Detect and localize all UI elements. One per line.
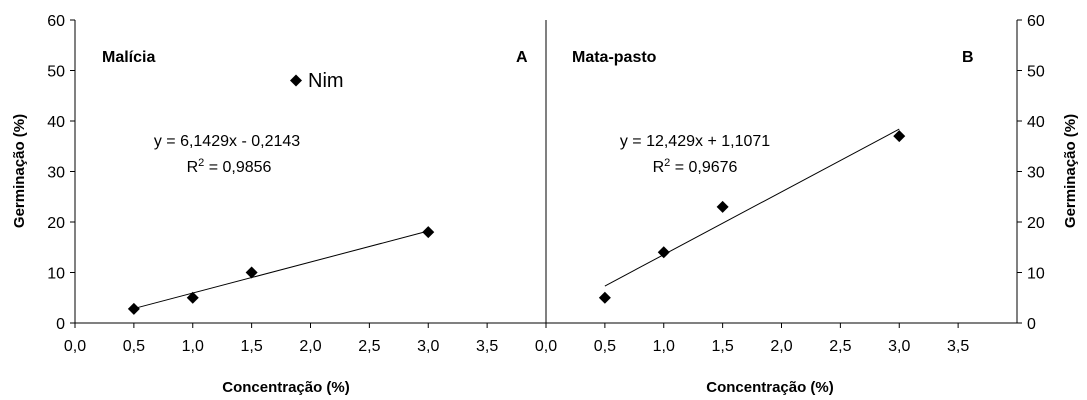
panel-b-x-tick-label: 2,0 [770, 338, 792, 355]
panel-a-y-tick-label: 60 [47, 13, 65, 30]
panel-a-data-point [127, 302, 140, 315]
panel-a-r2: R2 = 0,9856 [187, 157, 272, 176]
panel-a-data-point [186, 291, 199, 304]
panel-a-x-tick-label: 3,5 [476, 338, 498, 355]
panel-b-r2-value: = 0,9676 [670, 159, 737, 176]
panel-b-data-point [598, 291, 611, 304]
panel-b-y-tick-label: 50 [1027, 64, 1045, 81]
panel-b-x-tick-label: 1,0 [653, 338, 675, 355]
panel-b-data-point [893, 130, 906, 143]
panel-b-y-axis-title: Germinação (%) [1062, 114, 1079, 228]
panel-b-trendline [604, 128, 900, 287]
panel-b-letter: B [962, 49, 974, 66]
panel-a-y-tick-label: 50 [47, 64, 65, 81]
panel-b-r2: R2 = 0,9676 [653, 157, 738, 176]
panel-b-r2-exponent: 2 [664, 157, 670, 169]
panel-a-y-axis-title: Germinação (%) [11, 114, 28, 228]
panel-a-x-tick-label: 2,0 [299, 338, 321, 355]
panel-a-y-tick-label: 0 [56, 316, 65, 333]
panel-a-trendline [133, 230, 429, 310]
panel-a-data-point [422, 226, 435, 239]
panel-a-r2-prefix: R [187, 159, 199, 176]
panel-b-data-point [716, 200, 729, 213]
panel-a-x-tick-label: 1,0 [182, 338, 204, 355]
panel-a-letter: A [516, 49, 528, 66]
legend-marker [290, 74, 302, 87]
panel-b-r2-prefix: R [653, 159, 665, 176]
panel-b-y-tick-label: 10 [1027, 266, 1045, 283]
panel-b-title: Mata-pasto [572, 49, 657, 66]
panel-a-x-tick-label: 2,5 [358, 338, 380, 355]
panel-b-x-tick-label: 1,5 [712, 338, 734, 355]
panel-b-y-tick-label: 40 [1027, 114, 1045, 131]
panel-b-y-tick-label: 60 [1027, 13, 1045, 30]
panel-a-data-point [245, 266, 258, 279]
panel-a-x-tick-label: 0,0 [64, 338, 86, 355]
panel-a-title: Malícia [102, 49, 155, 66]
panel-b-x-axis-title: Concentração (%) [706, 379, 834, 396]
panel-b-y-tick-label: 0 [1027, 316, 1036, 333]
panel-a-x-tick-label: 3,0 [417, 338, 439, 355]
panel-a-x-tick-label: 1,5 [241, 338, 263, 355]
panel-a-equation: y = 6,1429x - 0,2143 [154, 133, 300, 150]
legend-label: Nim [308, 70, 344, 92]
panel-a-y-tick-label: 30 [47, 165, 65, 182]
panel-b-x-tick-label: 2,5 [829, 338, 851, 355]
panel-a-x-axis-title: Concentração (%) [222, 379, 350, 396]
panel-a-x-tick-label: 0,5 [123, 338, 145, 355]
panel-b-y-tick-label: 20 [1027, 215, 1045, 232]
panel-b-x-tick-label: 0,5 [594, 338, 616, 355]
panel-b-equation: y = 12,429x + 1,1071 [620, 133, 770, 150]
panel-b-y-tick-label: 30 [1027, 165, 1045, 182]
panel-a-r2-exponent: 2 [198, 157, 204, 169]
panel-a-r2-value: = 0,9856 [204, 159, 271, 176]
panel-b-x-tick-label: 3,0 [888, 338, 910, 355]
panel-a-y-tick-label: 20 [47, 215, 65, 232]
panel-b-x-tick-label: 0,0 [535, 338, 557, 355]
panel-b-x-tick-label: 3,5 [947, 338, 969, 355]
panel-b-data-point [657, 246, 670, 259]
panel-a-y-tick-label: 10 [47, 266, 65, 283]
panel-a-y-tick-label: 40 [47, 114, 65, 131]
